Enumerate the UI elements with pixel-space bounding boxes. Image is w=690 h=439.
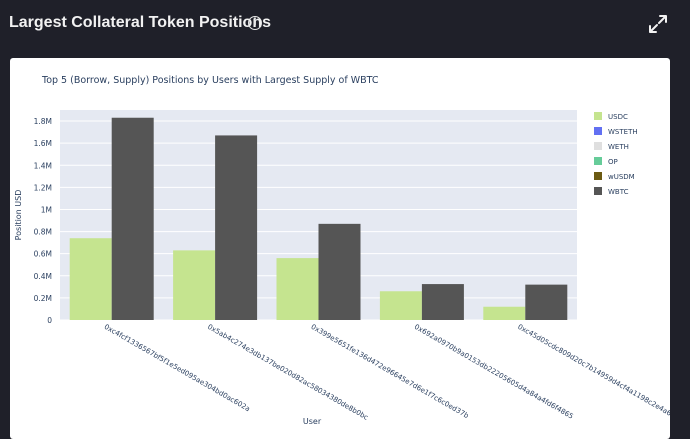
legend-label: WBTC [608,188,629,196]
legend-label: WETH [608,143,629,151]
bar-usdc[interactable] [379,291,422,320]
legend-label: USDC [608,113,628,121]
legend-item-weth[interactable]: WETH [594,142,629,151]
legend-item-wusdm[interactable]: wUSDM [594,172,635,181]
x-tick-label: 0xc45d05cdc809d20c7b14959d4cf4a1198c2e4a… [516,323,670,419]
legend-swatch [594,157,602,165]
legend-swatch [594,112,602,120]
legend-swatch [594,142,602,150]
bars [69,117,568,320]
y-tick-label: 0.6M [34,250,52,259]
legend-item-usdc[interactable]: USDC [594,112,628,121]
legend-swatch [594,172,602,180]
legend-label: wUSDM [608,173,635,181]
bar-wbtc[interactable] [318,223,361,320]
y-tick-labels: 0 0.2M 0.4M 0.6M 0.8M 1M 1.2M 1.4M 1.6M 1.8M [34,117,53,325]
legend-swatch [594,127,602,135]
legend: USDC WSTETH WETH OP wUSDM WBTC [594,112,638,196]
bar-usdc[interactable] [173,250,216,320]
y-tick-label: 1.2M [34,183,52,192]
y-tick-label: 0.2M [34,294,52,303]
legend-label: OP [608,158,618,166]
legend-item-op[interactable]: OP [594,157,618,166]
panel-title: Largest Collateral Token Positions [9,14,271,31]
x-tick-label: 0x399e5651fe136d472e96645e7d6e1f7c6c0ed3… [310,323,471,421]
legend-swatch [594,187,602,195]
y-tick-label: 1M [41,205,52,214]
bar-wbtc[interactable] [111,117,154,320]
chart-title: Top 5 (Borrow, Supply) Positions by User… [41,75,379,86]
x-axis-label: User [303,417,322,426]
x-tick-label: 0x692a0970b9a0153db22205605d4a84a4fd6f48… [413,323,575,421]
x-tick-labels: 0xc4fcf1336567bf5f1e5ed095ae304bd0ac602a… [103,323,670,422]
y-tick-label: 0.8M [34,228,52,237]
expand-icon[interactable] [648,14,668,34]
y-tick-label: 1.4M [34,161,52,170]
bar-usdc[interactable] [69,238,112,320]
y-tick-label: 0 [47,316,52,325]
bar-wbtc[interactable] [525,284,568,320]
x-tick-label: 0x5ab4c274e3db137be020d82ac58034380de8b0… [206,323,370,422]
legend-label: WSTETH [608,128,638,136]
bar-usdc[interactable] [483,306,526,320]
bar-wbtc[interactable] [215,135,258,320]
legend-item-wsteth[interactable]: WSTETH [594,127,638,136]
chart-card: 0 0.2M 0.4M 0.6M 0.8M 1M 1.2M 1.4M 1.6M 1.8M 0xc4… [10,58,670,439]
y-axis-label: Position USD [14,190,23,241]
bar-wbtc[interactable] [421,284,464,320]
y-tick-label: 1.6M [34,139,52,148]
bar-chart: 0 0.2M 0.4M 0.6M 0.8M 1M 1.2M 1.4M 1.6M 1.8M 0xc4… [14,75,670,426]
legend-item-wbtc[interactable]: WBTC [594,187,629,196]
y-tick-label: 0.4M [34,272,52,281]
y-tick-label: 1.8M [34,117,52,126]
bar-usdc[interactable] [276,258,319,320]
info-icon[interactable]: i [248,16,262,30]
